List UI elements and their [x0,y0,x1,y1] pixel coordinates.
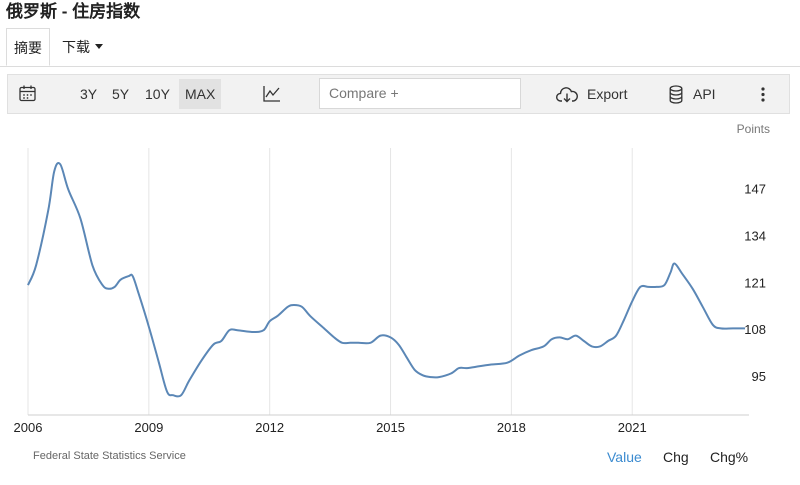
x-tick-label-2015: 2015 [376,420,405,435]
chart-grid [27,148,633,415]
chg-percent-link[interactable]: Chg% [710,449,749,465]
cloud-download-icon[interactable] [556,86,578,104]
tab-download-label: 下载 [62,39,90,55]
calendar-icon[interactable] [19,85,36,103]
range-3y[interactable]: 3Y [80,86,98,102]
api-button[interactable]: API [693,86,716,102]
x-tick-label-2018: 2018 [497,420,526,435]
tick-labels: 2006 2009 2012 2015 2018 2021 95 108 121 134 147 [14,181,766,435]
y-tick-label-95: 95 [752,369,766,384]
line-chart-icon[interactable] [263,85,281,103]
page-title: 俄罗斯 - 住房指数 [6,2,141,21]
y-tick-label-147: 147 [744,181,766,196]
series-line [27,161,745,398]
x-tick-label-2009: 2009 [134,420,163,435]
range-10y[interactable]: 10Y [145,86,170,102]
more-vertical-icon[interactable] [761,87,765,103]
range-max[interactable]: MAX [179,79,222,109]
x-tick-label-2006: 2006 [14,420,43,435]
y-unit-label: Points [737,122,770,136]
tab-summary[interactable]: 摘要 [6,28,50,66]
y-tick-label-108: 108 [744,322,766,337]
range-5y[interactable]: 5Y [112,86,130,102]
line-chart: 2006 2009 2012 2015 2018 2021 95 108 121 134 147 P… [14,122,770,435]
x-tick-label-2021: 2021 [618,420,647,435]
tab-bar: 摘要 下载 [0,28,800,67]
y-tick-label-121: 121 [744,275,766,290]
y-tick-label-134: 134 [744,228,766,243]
value-link[interactable]: Value [607,449,642,465]
compare-input[interactable]: Compare + [319,78,521,109]
tab-download[interactable]: 下载 [62,28,103,66]
chart-toolbar: 3Y 5Y 10Y MAX Compare + Export API [7,74,790,114]
chg-link[interactable]: Chg [663,449,689,465]
source-label: Federal State Statistics Service [33,450,186,462]
caret-down-icon [95,43,103,49]
x-tick-label-2012: 2012 [255,420,284,435]
export-button[interactable]: Export [587,86,628,102]
database-icon[interactable] [669,85,683,104]
